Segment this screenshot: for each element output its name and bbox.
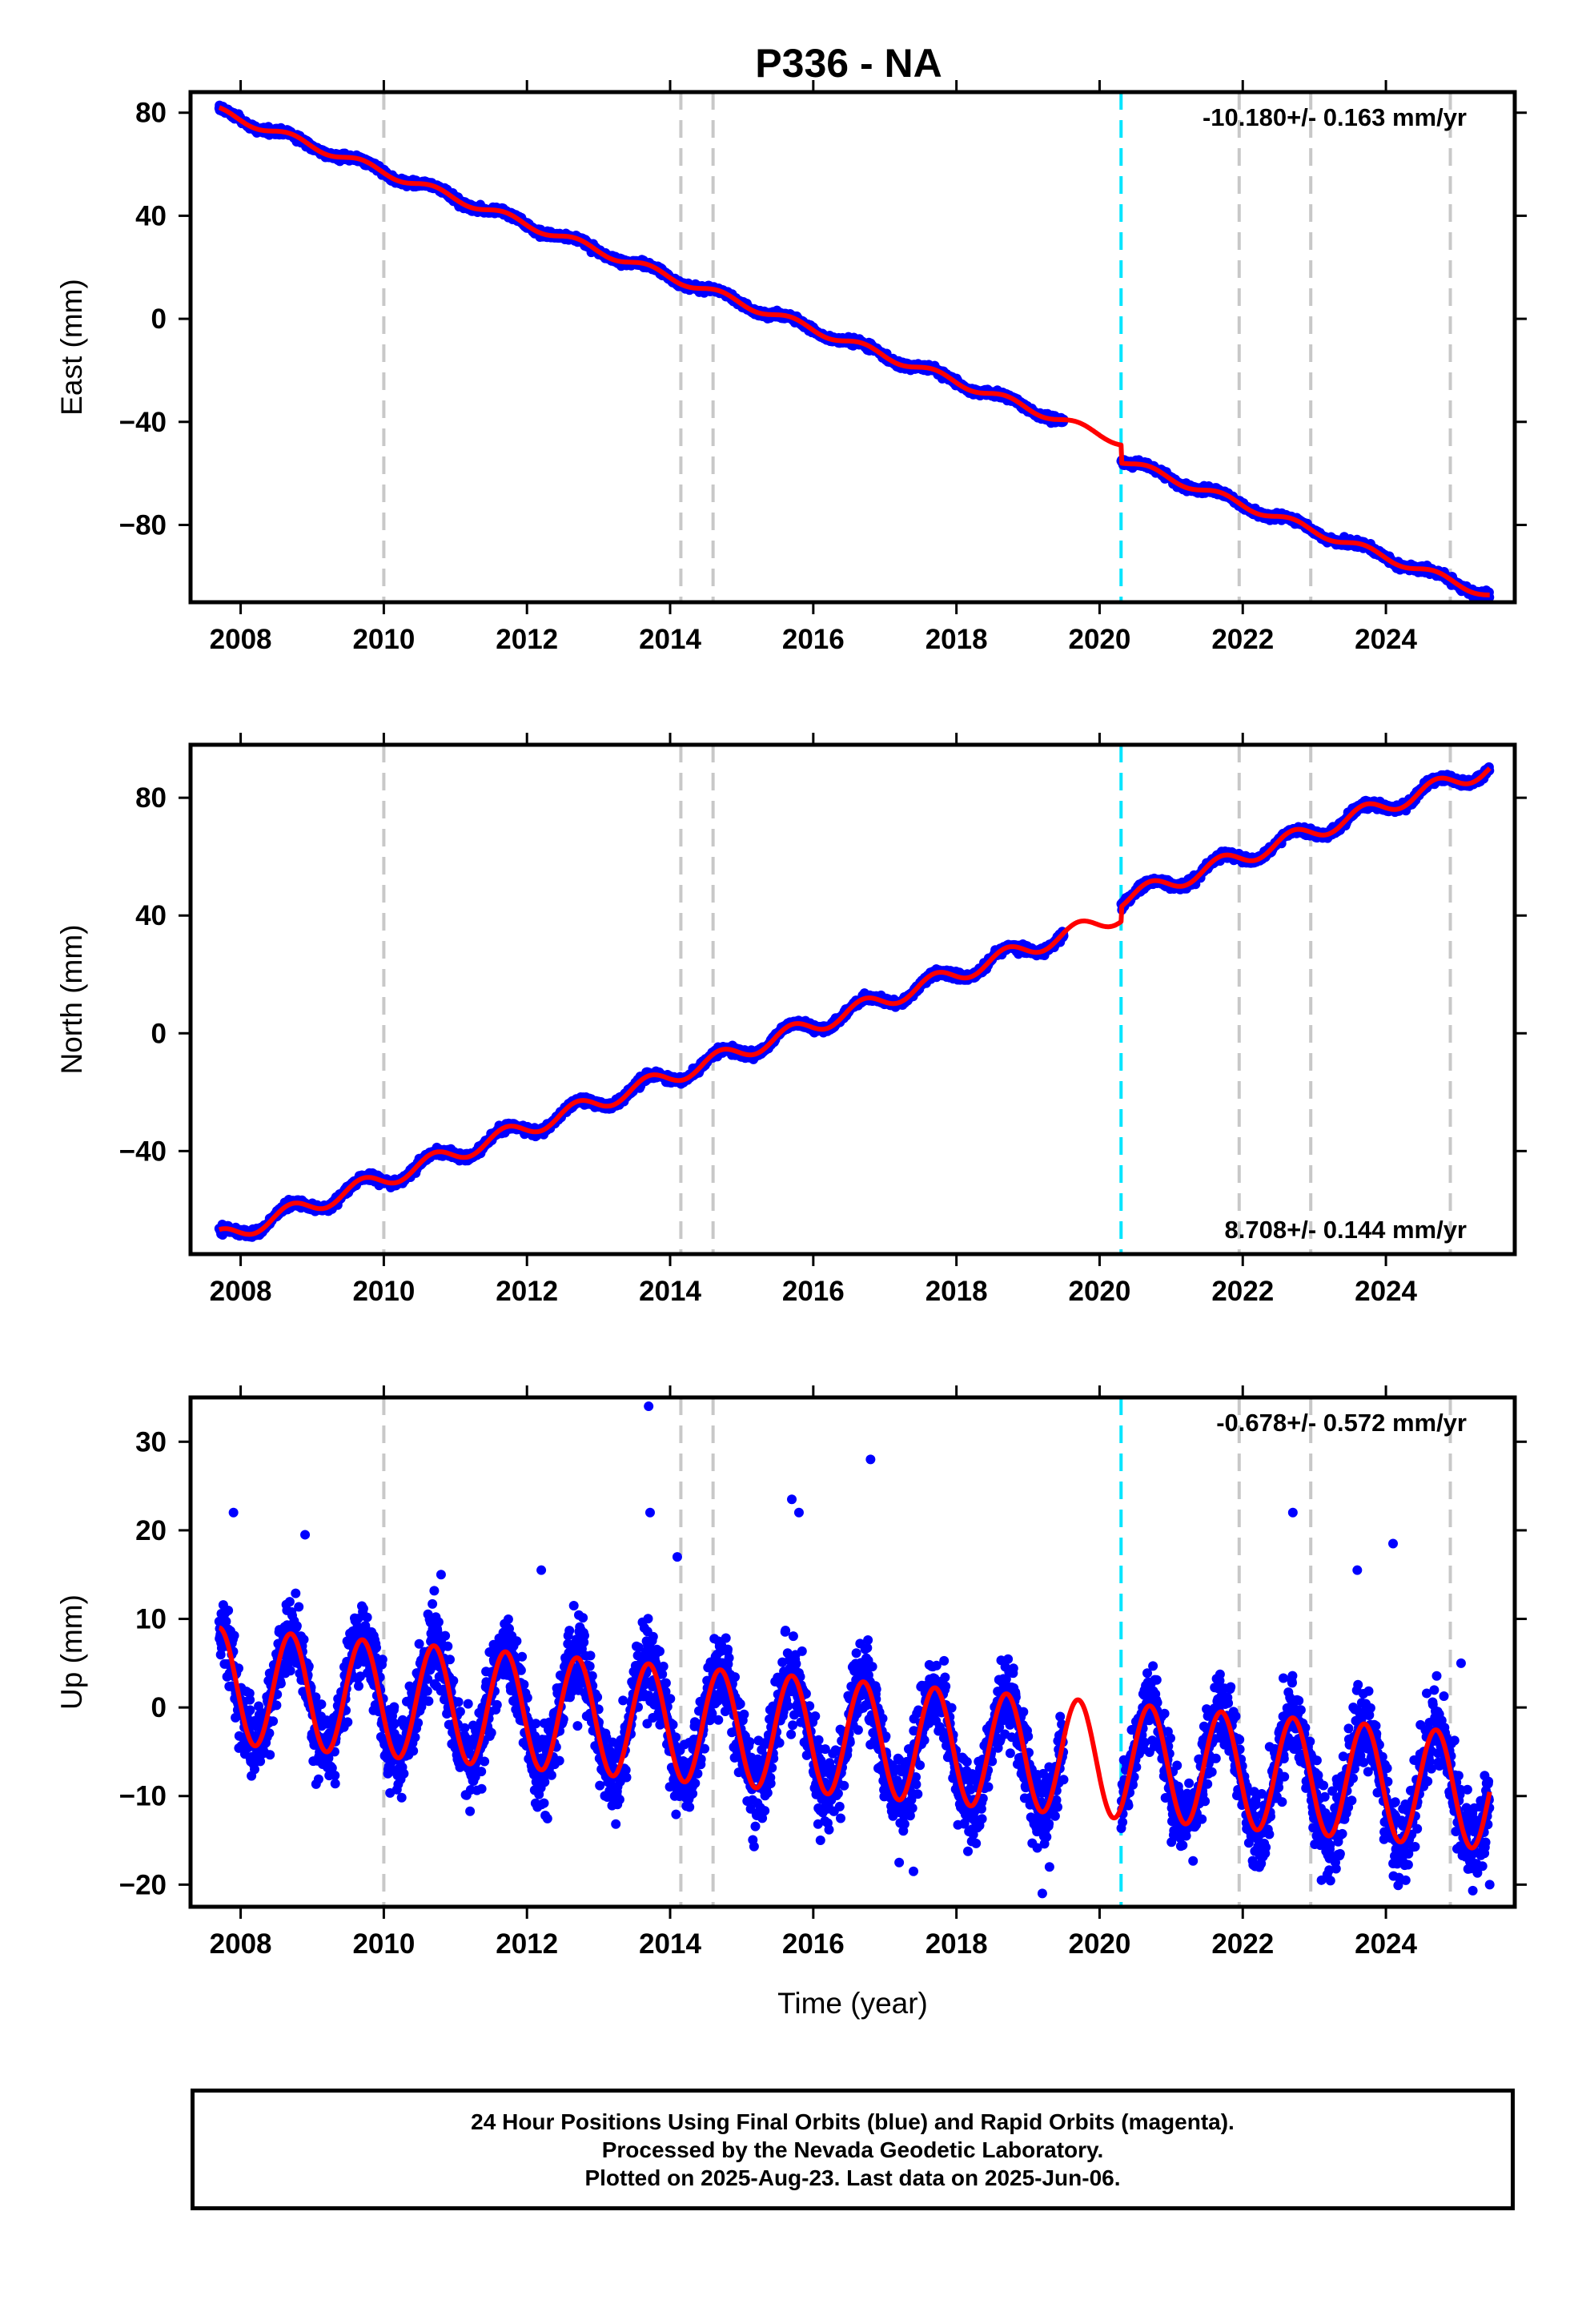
panels: 2008 2010 2012 2014 2016 2018 2020 2022 2024 −80 −… bbox=[55, 80, 1527, 2020]
x-tick-label: 2024 bbox=[1355, 624, 1417, 655]
x-tick-label: 2016 bbox=[782, 624, 845, 655]
y-axis-label: East (mm) bbox=[55, 279, 88, 416]
panel-north: 2008 2010 2012 2014 2016 2018 2020 2022 2024−400… bbox=[55, 733, 1527, 1307]
plot-area bbox=[214, 92, 1495, 602]
y-tick-label: −80 bbox=[119, 509, 167, 541]
y-tick-label: 0 bbox=[151, 304, 167, 335]
y-tick-label: 80 bbox=[135, 98, 167, 129]
x-tick-label: 2012 bbox=[496, 624, 558, 655]
figure-title: P336 - NA bbox=[755, 41, 942, 86]
plot-area bbox=[214, 745, 1495, 1254]
x-tick-label: 2010 bbox=[352, 624, 415, 655]
y-tick-label: −40 bbox=[119, 407, 167, 438]
y-tick-label: 40 bbox=[135, 200, 167, 231]
final-orbit-points bbox=[214, 100, 1495, 602]
velocity-label: -10.180+/- 0.163 mm/yr bbox=[1203, 103, 1467, 131]
x-tick-label: 2020 bbox=[1069, 624, 1131, 655]
x-tick-label: 2018 bbox=[926, 624, 988, 655]
x-tick-label: 2014 bbox=[639, 624, 701, 655]
panel-east: 2008 2010 2012 2014 2016 2018 2020 2022 2024 −80 −… bbox=[55, 80, 1527, 655]
x-tick-label: 2022 bbox=[1211, 624, 1274, 655]
x-tick-label: 2008 bbox=[210, 624, 272, 655]
